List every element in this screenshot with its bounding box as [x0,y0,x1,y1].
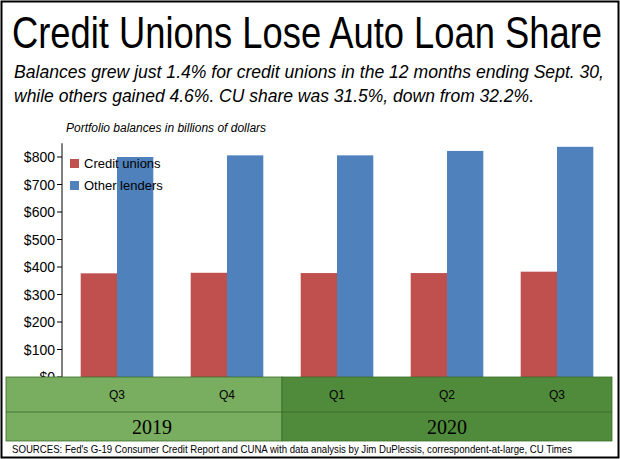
year-label: 2020 [427,416,467,438]
legend-label: Credit unions [84,156,161,171]
y-tick [57,239,62,240]
bar [411,273,447,377]
frame [2,2,619,458]
x-tick-label: Q3 [109,388,125,402]
title: Credit Unions Lose Auto Loan Share [12,8,602,57]
bars [81,147,594,377]
bar [521,272,557,377]
chart: Credit Unions Lose Auto Loan Share Balanc… [0,0,620,459]
y-tick [57,212,62,213]
y-tick-label: $100 [24,342,55,358]
y-tick [57,267,62,268]
background [0,0,620,459]
bar [557,147,593,377]
y-tick-label: $400 [24,259,55,275]
bar [81,273,117,377]
y-tick-label: $700 [24,177,55,193]
bar [301,273,337,377]
y-tick-label: $800 [24,149,55,165]
x-tick-label: Q3 [549,388,565,402]
bar [191,273,227,377]
legend-label: Other lenders [84,178,163,193]
y-axis-line [62,143,63,377]
y-tick [57,157,62,158]
x-tick-label: Q1 [329,388,345,402]
year-band [282,377,612,441]
bar [447,151,483,377]
x-tick-label: Q2 [439,388,455,402]
y-tick [57,322,62,323]
y-axis-label: Portfolio balances in billions of dollar… [66,121,266,135]
subtitle: Balances grew just 1.4% for credit union… [14,61,604,82]
subtitle: while others gained 4.6%. CU share was 3… [14,85,534,106]
y-tick-label: $300 [24,287,55,303]
y-tick-label: $500 [24,232,55,248]
legend-swatch [70,159,79,168]
year-label: 2019 [132,416,172,438]
y-tick [57,184,62,185]
y-tick [57,294,62,295]
y-tick-label: $200 [24,314,55,330]
source: SOURCES: Fed's G-19 Consumer Credit Repo… [12,443,572,455]
bar [227,155,263,377]
legend-swatch [70,181,79,190]
y-tick-label: $600 [24,204,55,220]
band-divider [6,412,612,413]
y-tick [57,349,62,350]
x-tick-label: Q4 [219,388,235,402]
year-band [6,377,282,441]
bar [337,155,373,377]
